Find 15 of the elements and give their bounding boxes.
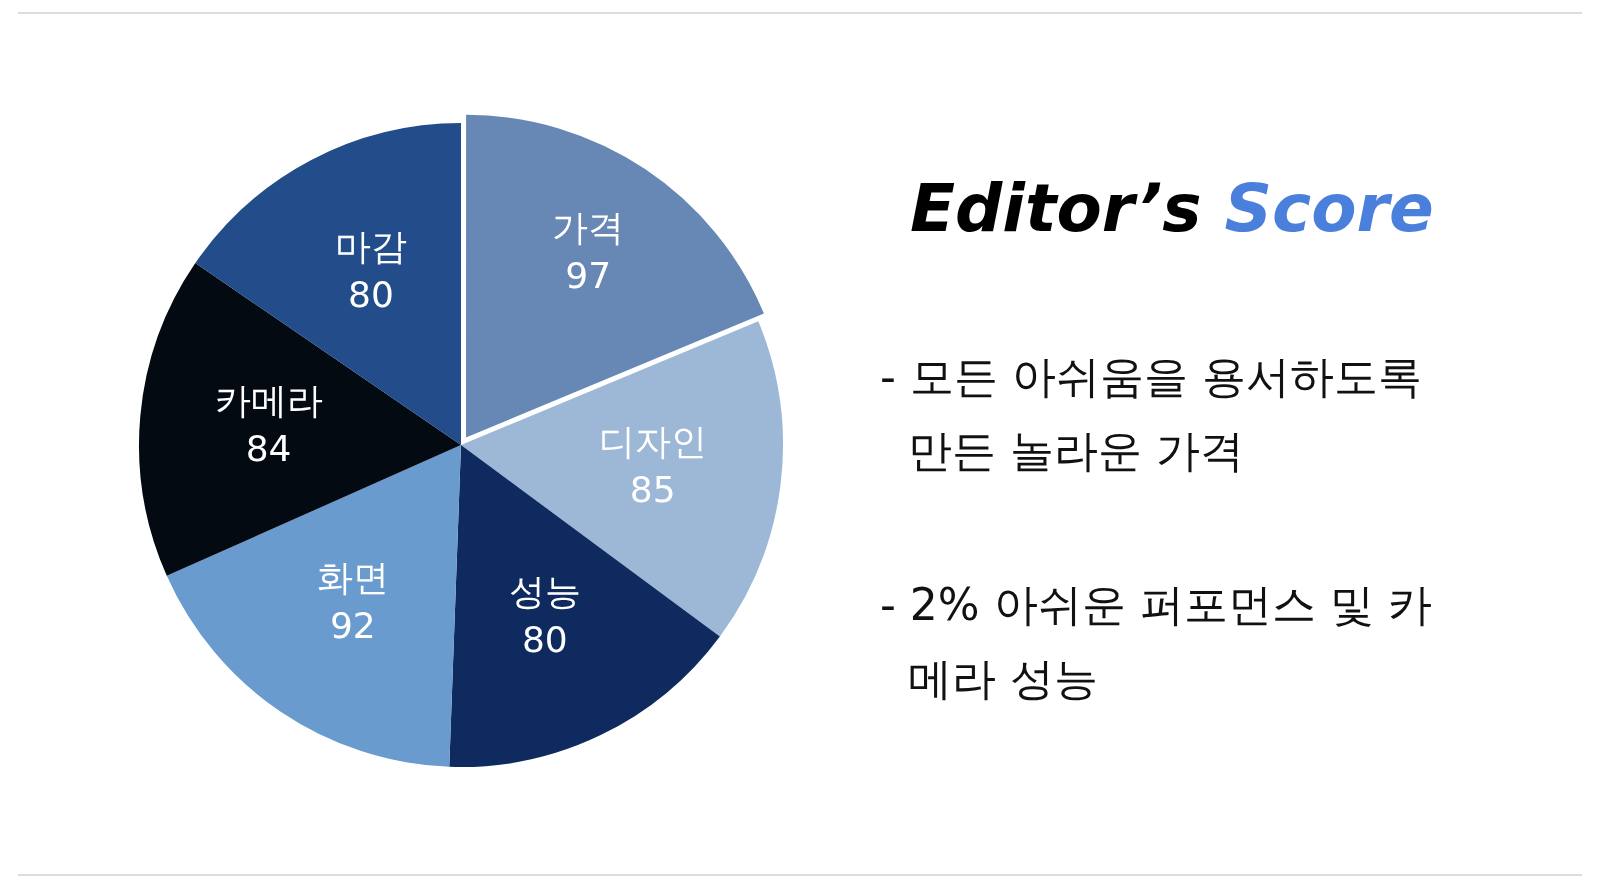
data-label: 97 <box>565 254 612 296</box>
data-label: 80 <box>347 274 394 316</box>
text: - 2% 아쉬운 퍼포먼스 및 카메라 성능 <box>880 578 1433 706</box>
text: - 모든 아쉬움을 용서하도록 만든 놀라운 가격 <box>880 350 1423 478</box>
slice-label: 카메라 <box>214 379 323 421</box>
data-label: 84 <box>245 427 292 469</box>
text: Editor’s Score <box>910 170 1434 247</box>
slice-label: 디자인 <box>598 420 707 462</box>
data-label: 85 <box>629 468 676 510</box>
slice-label: 성능 <box>508 571 581 613</box>
data-label: 80 <box>521 619 568 661</box>
slice-label: 화면 <box>316 557 389 599</box>
slice-label: 마감 <box>334 226 407 268</box>
data-label: 92 <box>329 605 376 647</box>
slice-label: 가격 <box>552 206 625 248</box>
